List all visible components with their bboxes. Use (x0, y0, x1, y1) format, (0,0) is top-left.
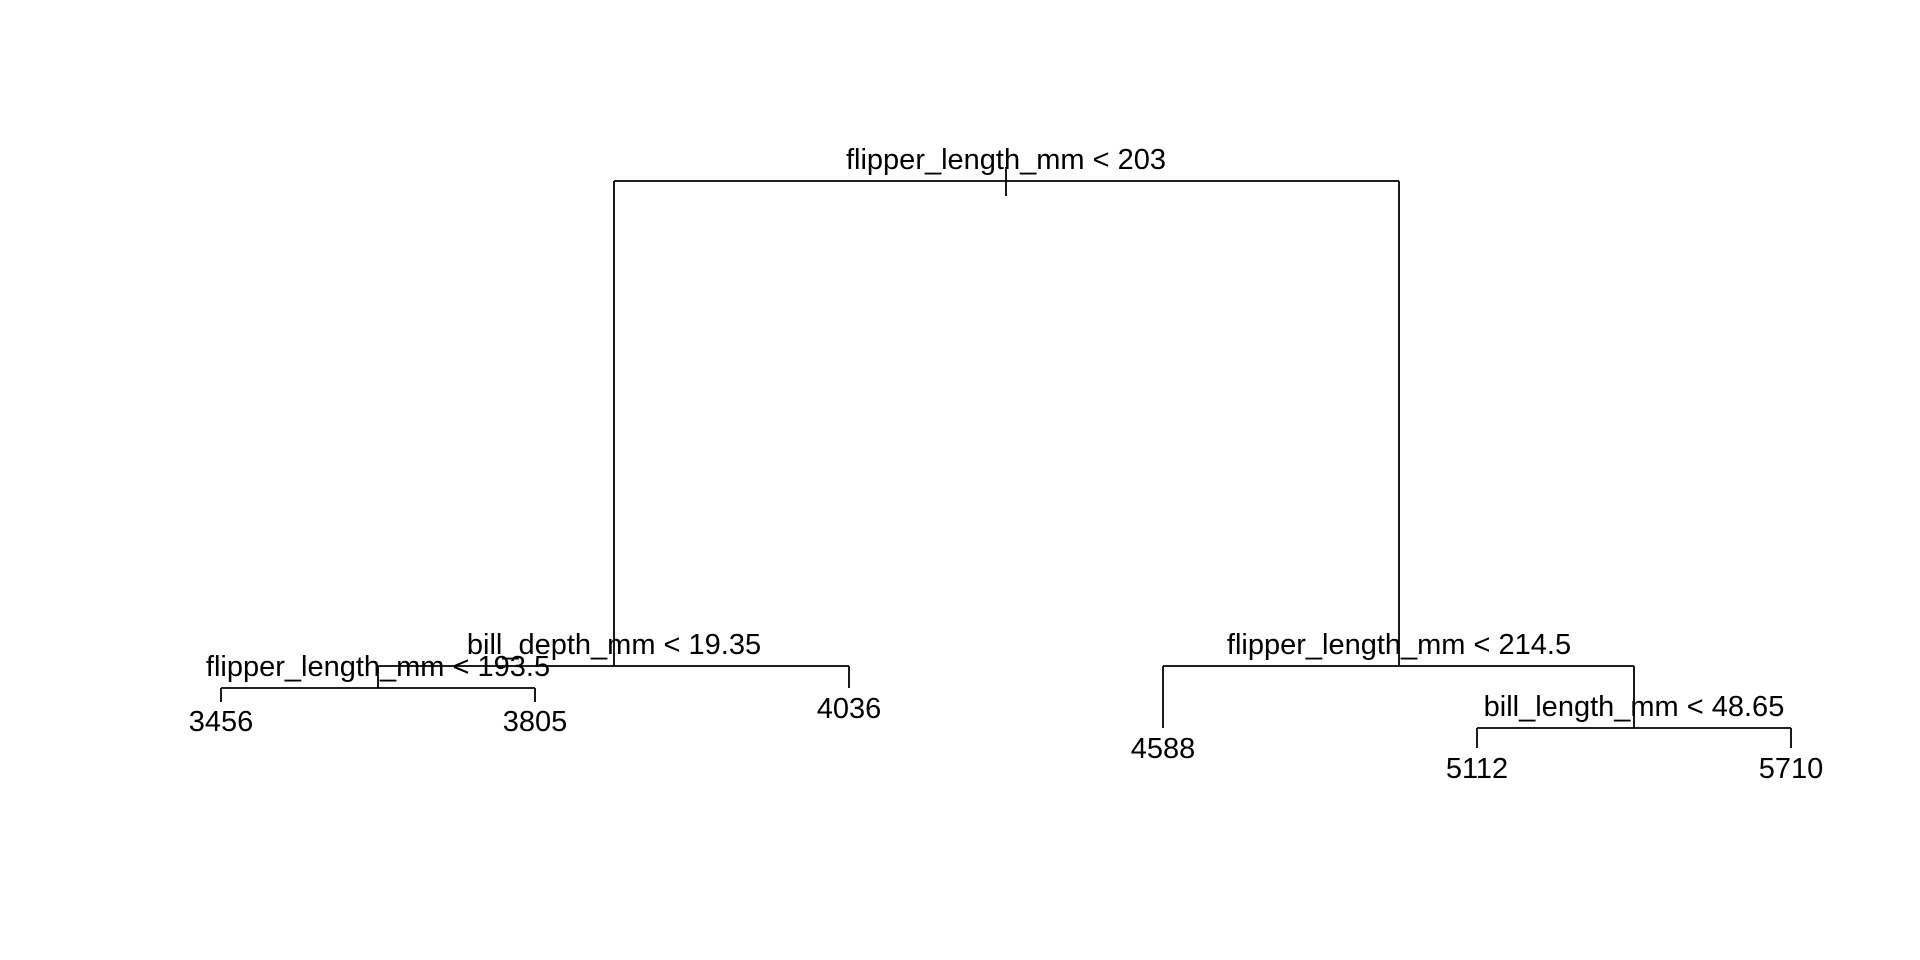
flipper-214-split-label: flipper_length_mm < 214.5 (1227, 629, 1571, 661)
leaf-value: 3805 (503, 706, 568, 738)
bill-depth-split-label: bill_depth_mm < 19.35 (467, 629, 761, 661)
bill-length-split-label: bill_length_mm < 48.65 (1484, 691, 1785, 723)
leaf-value: 4588 (1131, 733, 1196, 765)
root-split-label: flipper_length_mm < 203 (846, 144, 1166, 176)
leaf-value: 3456 (189, 706, 254, 738)
leaf-value: 5112 (1446, 753, 1508, 785)
split-node-flipper-193: flipper_length_mm < 193.5 (206, 651, 550, 702)
split-node-root: flipper_length_mm < 203 (613, 144, 1400, 666)
leaf-value: 4036 (817, 693, 882, 725)
flipper-193-split-label: flipper_length_mm < 193.5 (206, 651, 550, 683)
split-node-bill-length: bill_length_mm < 48.65 (1476, 691, 1792, 748)
leaf-value: 5710 (1759, 753, 1824, 785)
split-node-flipper-214: flipper_length_mm < 214.5 (1162, 629, 1635, 728)
split-node-bill-depth: bill_depth_mm < 19.35 (377, 629, 850, 688)
